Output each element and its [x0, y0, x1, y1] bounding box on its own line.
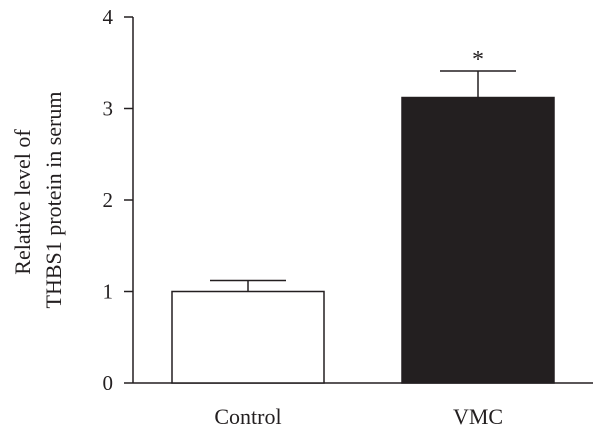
- y-tick-label-2: 2: [103, 188, 114, 212]
- y-tick-label-0: 0: [103, 371, 114, 395]
- y-tick-label-1: 1: [103, 280, 114, 304]
- x-tick-label-vmc: VMC: [453, 404, 503, 429]
- x-tick-label-control: Control: [214, 404, 281, 429]
- y-axis-label-line-1: Relative level of: [10, 129, 35, 275]
- y-ticks: 0 1 2 3 4: [103, 5, 133, 395]
- y-axis-label: Relative level of THBS1 protein in serum: [10, 92, 66, 309]
- y-tick-label-3: 3: [103, 97, 114, 121]
- y-axis-label-line-2: THBS1 protein in serum: [41, 92, 66, 309]
- x-ticks: Control VMC: [214, 404, 503, 429]
- bars: *: [171, 47, 555, 384]
- significance-marker-vmc: *: [472, 47, 484, 73]
- bar-control: [171, 290, 325, 384]
- y-tick-label-4: 4: [103, 5, 114, 29]
- bar-vmc: [401, 96, 555, 384]
